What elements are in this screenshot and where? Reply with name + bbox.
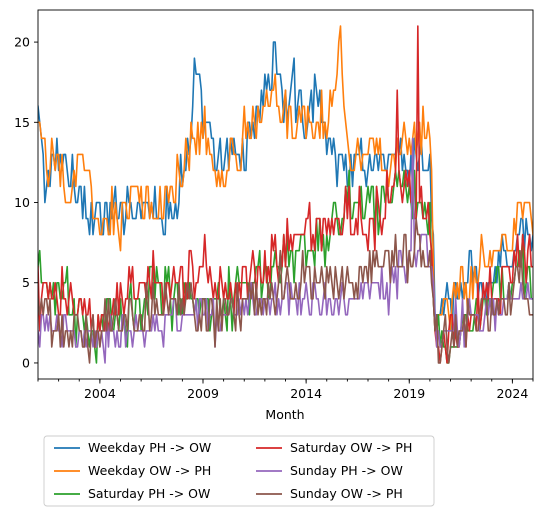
legend: Weekday PH -> OW Weekday OW -> PH Saturday… (43, 435, 435, 507)
legend-label: Saturday OW -> PH (290, 440, 412, 455)
y-axis: 0 5 10 15 20 (14, 35, 38, 370)
y-tick-label: 15 (14, 115, 30, 130)
x-tick-label: 2024 (496, 386, 528, 401)
legend-label: Weekday OW -> PH (88, 463, 211, 478)
legend-label: Sunday OW -> PH (290, 486, 403, 501)
x-axis-title: Month (265, 407, 304, 422)
y-tick-label: 10 (14, 195, 30, 210)
x-axis: 2004 2009 2014 2019 2024 (37, 379, 534, 401)
x-tick-label: 2014 (290, 386, 322, 401)
x-tick-label: 2004 (84, 386, 116, 401)
series-line-3 (38, 25, 533, 364)
x-tick-label: 2019 (393, 386, 425, 401)
series-layer (38, 25, 533, 364)
legend-label: Weekday PH -> OW (88, 440, 211, 455)
legend-box (43, 435, 435, 507)
y-tick-label: 0 (22, 355, 30, 370)
legend-label: Sunday PH -> OW (290, 463, 403, 478)
legend-label: Saturday PH -> OW (88, 486, 210, 501)
x-tick-label: 2009 (187, 386, 219, 401)
y-tick-label: 5 (22, 275, 30, 290)
y-tick-label: 20 (14, 35, 30, 50)
series-line-5 (38, 217, 533, 364)
